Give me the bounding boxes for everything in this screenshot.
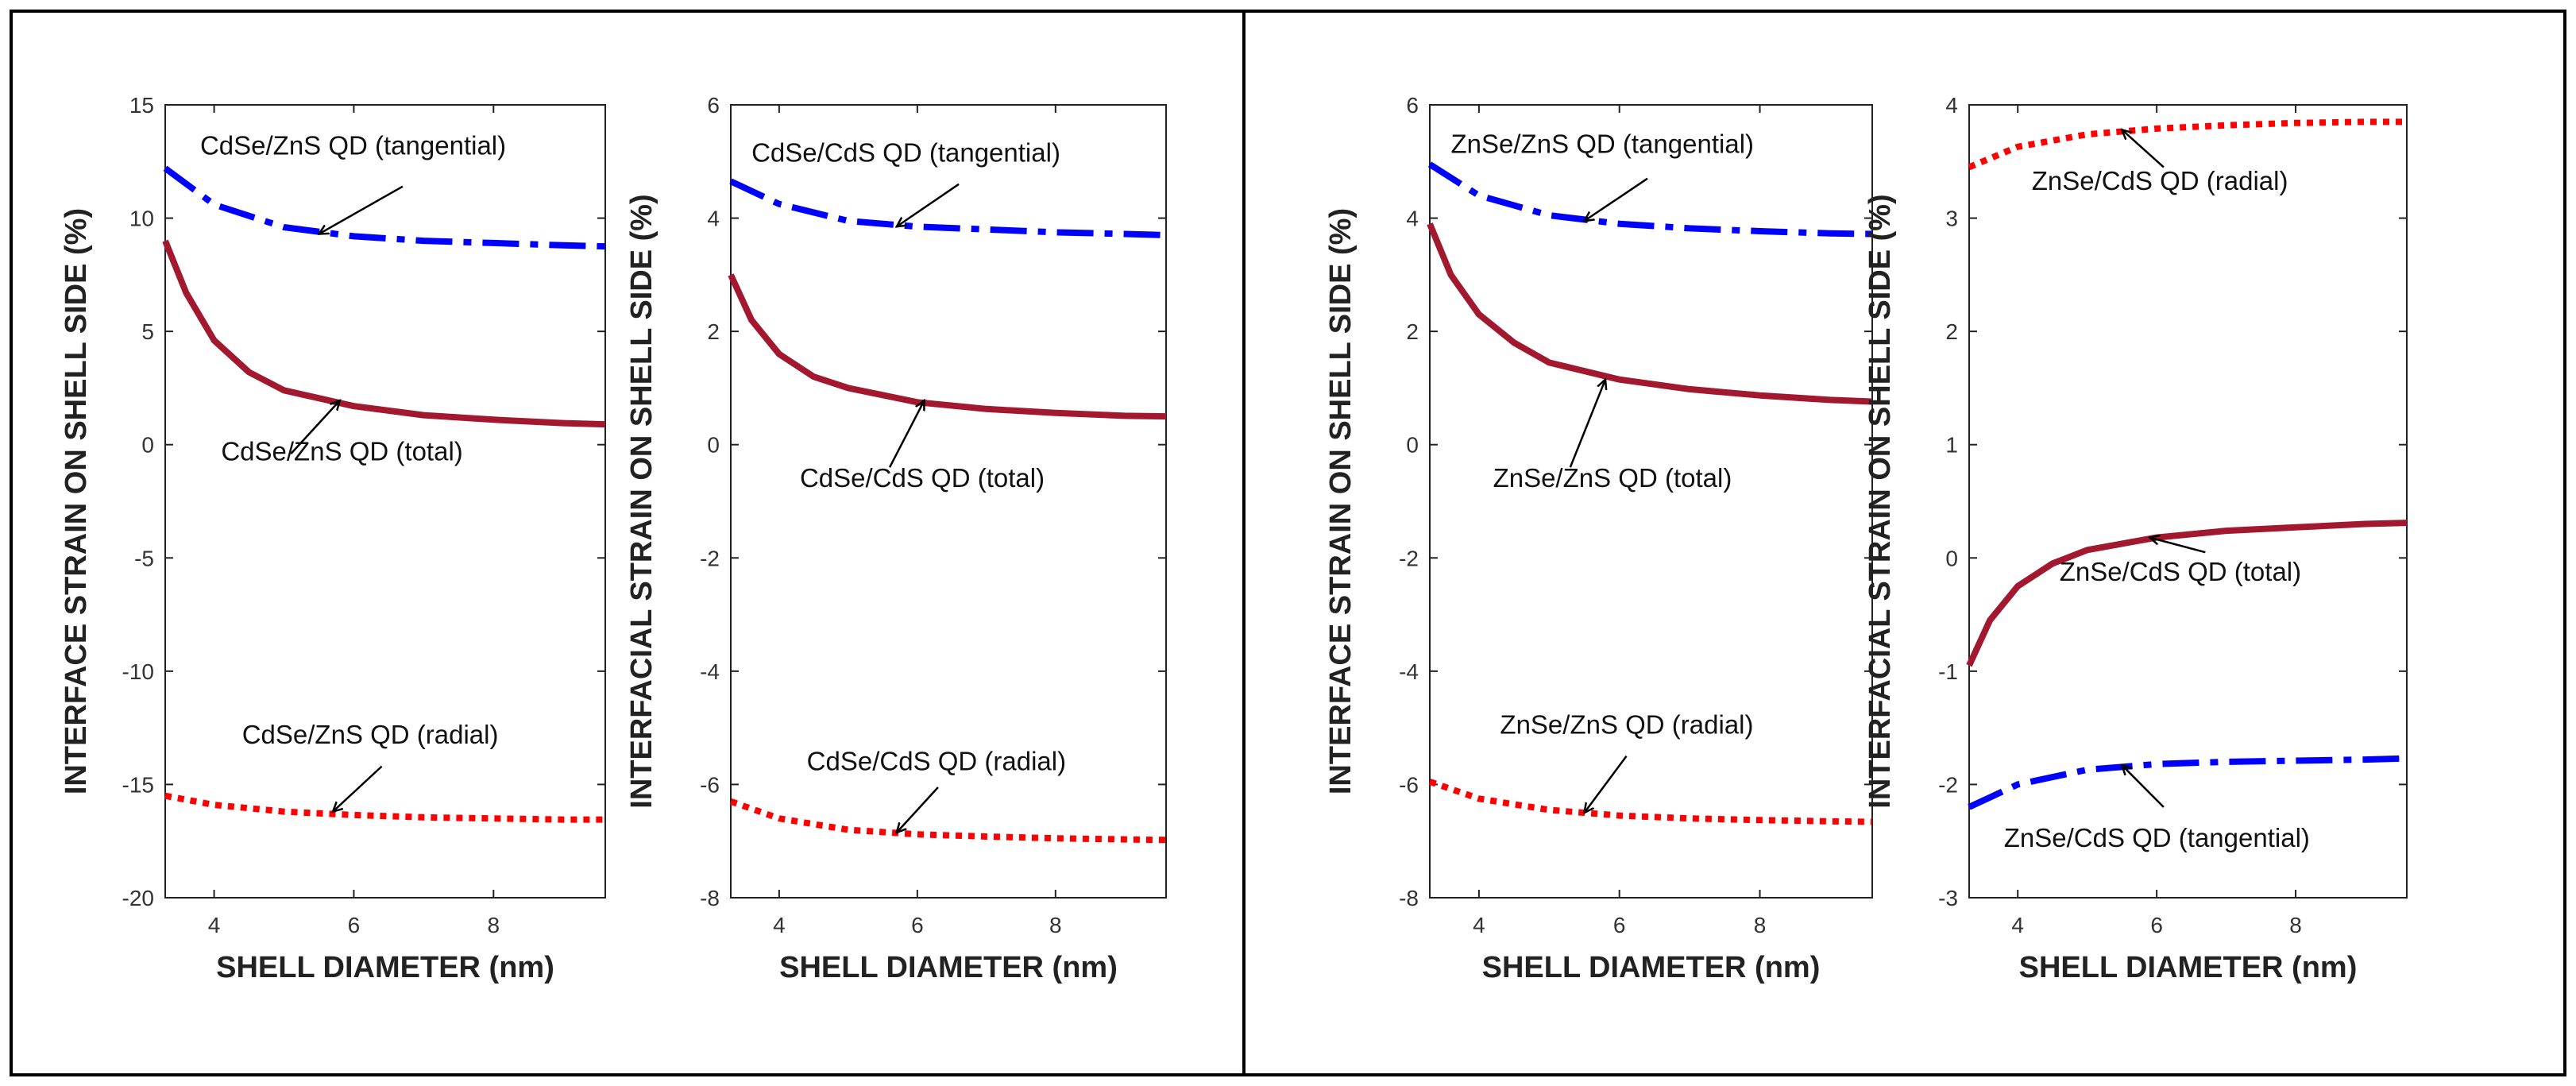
chart-panel-2: 4 6 8 6 4 2 0 -2 -4 -6 -8 SHELL DIAMETER (nm) INTERF… (625, 93, 1167, 984)
annotation-arrow (1569, 380, 1605, 468)
y-axis-label: INTERFACE STRAIN ON SHELL SIDE (%) (60, 208, 93, 794)
series-solid-line (728, 273, 1167, 420)
y-tick-label: 10 (129, 207, 154, 231)
series-dashdot-line (1968, 755, 2408, 810)
y-tick-label: -2 (700, 546, 720, 570)
y-tick-label: 4 (1945, 93, 1958, 118)
y-tick-label: -2 (1938, 772, 1958, 797)
y-tick-label: 3 (1945, 207, 1958, 231)
plot-area (1429, 104, 1873, 899)
y-tick-label: 4 (1406, 207, 1419, 231)
y-tick-label: 15 (129, 93, 154, 118)
chart-panel-1: 4 6 8 15 10 5 0 -5 -10 -15 -20 SHELL DIAMETER (nm) I… (60, 93, 606, 984)
plot-area (1968, 104, 2408, 899)
y-tick-label: 6 (1406, 93, 1419, 118)
x-tick-label: 6 (348, 913, 361, 937)
x-tick-label: 8 (488, 913, 500, 937)
x-tick-label: 4 (773, 913, 786, 937)
series-dotted-line (729, 798, 1167, 844)
y-tick-label: -1 (1938, 659, 1958, 684)
y-tick-label: -6 (1399, 772, 1419, 797)
series-dashdot-line (1427, 161, 1873, 238)
chart-panel-3: 4 6 8 6 4 2 0 -2 -4 -6 -8 SHELL DIAMETER (nm) INTERF… (1324, 93, 1873, 984)
y-tick-label: 4 (707, 207, 720, 231)
annotation-label: CdSe/ZnS QD (tangential) (200, 131, 506, 160)
y-tick-label: 2 (1945, 319, 1958, 344)
annotation-arrow (1585, 177, 1648, 221)
annotation-label: CdSe/CdS QD (tangential) (751, 137, 1060, 167)
y-tick-label: -8 (1399, 886, 1419, 910)
annotation-label: CdSe/ZnS QD (radial) (242, 720, 499, 749)
annotation-label: ZnSe/ZnS QD (radial) (1500, 709, 1753, 739)
y-tick-label: -8 (700, 886, 720, 910)
series-dotted-line (164, 792, 605, 823)
annotation-label: CdSe/CdS QD (radial) (807, 747, 1066, 776)
x-tick-label: 6 (1613, 913, 1626, 937)
y-tick-label: -15 (122, 772, 154, 797)
annotation-arrow (897, 183, 960, 226)
y-tick-label: 2 (1406, 319, 1419, 344)
x-tick-label: 6 (911, 913, 924, 937)
y-tick-label: -10 (122, 659, 154, 684)
annotation-arrow (2122, 765, 2165, 808)
y-axis-label: INTERFACIAL STRAIN ON SHELL SIDE (%) (1863, 194, 1897, 808)
series-dotted-line (1968, 118, 2407, 171)
x-tick-label: 4 (2011, 913, 2024, 937)
annotation-label: ZnSe/CdS QD (radial) (2032, 166, 2288, 195)
y-tick-label: -4 (700, 659, 720, 684)
x-tick-label: 8 (1754, 913, 1767, 937)
annotation-arrow (897, 786, 939, 833)
series-solid-line (1427, 222, 1873, 405)
x-axis-label: SHELL DIAMETER (nm) (1482, 951, 1821, 984)
annotation-arrow (319, 185, 404, 234)
annotation-arrow (2122, 129, 2165, 168)
annotation-label: ZnSe/CdS QD (tangential) (2004, 823, 2310, 852)
y-tick-label: -5 (134, 546, 154, 570)
annotation-arrow (333, 765, 383, 812)
right-figure-frame (1242, 10, 2566, 1076)
annotation-label: CdSe/ZnS QD (total) (221, 437, 462, 466)
x-axis-label: SHELL DIAMETER (nm) (2019, 951, 2358, 984)
annotation-arrow (290, 400, 340, 454)
y-axis-label: INTERFACIAL STRAIN ON SHELL SIDE (%) (625, 194, 658, 808)
annotation-arrow (888, 400, 924, 468)
x-tick-label: 6 (2150, 913, 2163, 937)
x-axis-label: SHELL DIAMETER (nm) (779, 951, 1118, 984)
annotation-arrow (1585, 756, 1628, 813)
x-tick-label: 8 (1049, 913, 1062, 937)
y-tick-label: 1 (1945, 433, 1958, 458)
y-tick-label: 0 (1406, 433, 1419, 458)
y-tick-label: 0 (1945, 546, 1958, 570)
y-tick-label: -2 (1399, 546, 1419, 570)
annotation-arrow (2149, 538, 2206, 554)
x-axis-label: SHELL DIAMETER (nm) (216, 951, 554, 984)
series-solid-line (162, 239, 606, 428)
annotation-label: CdSe/CdS QD (total) (800, 463, 1045, 493)
y-tick-label: -3 (1938, 886, 1958, 910)
x-tick-label: 4 (1473, 913, 1485, 937)
chart-panel-4: 4 6 8 4 3 2 1 0 -1 -2 -3 SHELL DIAMETER (nm) INTERFA… (1863, 93, 2408, 984)
plot-area (164, 104, 606, 899)
plot-area (730, 104, 1167, 899)
y-tick-label: 2 (707, 319, 720, 344)
y-tick-label: -4 (1399, 659, 1419, 684)
y-tick-label: 0 (141, 433, 154, 458)
annotation-label: ZnSe/ZnS QD (total) (1493, 463, 1732, 493)
y-tick-label: 6 (707, 93, 720, 118)
series-solid-line (1966, 520, 2408, 667)
y-tick-label: 5 (141, 319, 154, 344)
annotation-label: ZnSe/CdS QD (total) (2060, 557, 2301, 586)
annotation-label: ZnSe/ZnS QD (tangential) (1451, 129, 1755, 159)
y-tick-label: -20 (122, 886, 154, 910)
series-dotted-line (1428, 779, 1873, 825)
series-dashdot-line (163, 165, 606, 250)
y-tick-label: 0 (707, 433, 720, 458)
y-tick-label: -6 (700, 772, 720, 797)
series-dashdot-line (729, 178, 1167, 238)
x-tick-label: 4 (208, 913, 221, 937)
x-tick-label: 8 (2289, 913, 2302, 937)
y-axis-label: INTERFACE STRAIN ON SHELL SIDE (%) (1324, 208, 1358, 794)
